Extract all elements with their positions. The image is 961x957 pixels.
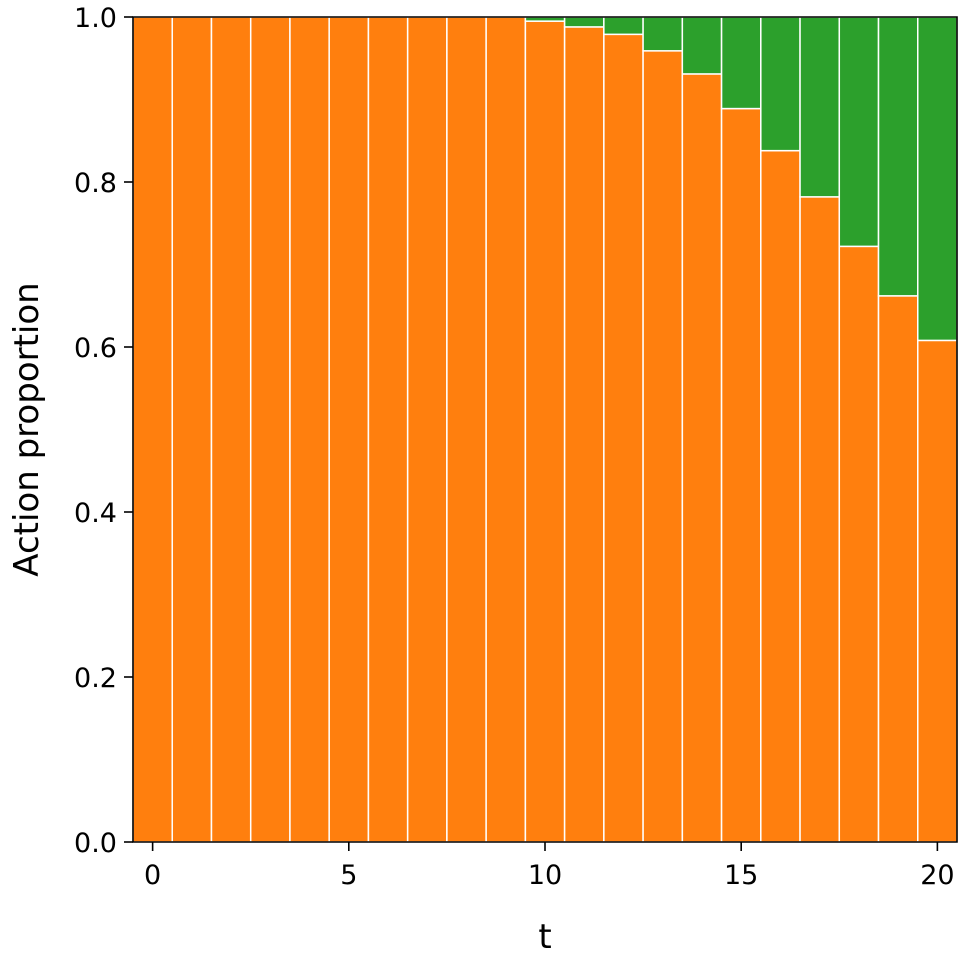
bar-series-1-t-17 <box>799 16 841 198</box>
x-tick-label: 15 <box>724 860 758 891</box>
bar-series-0-t-8 <box>446 16 487 843</box>
bar-series-1-t-20 <box>917 16 958 342</box>
y-tick-label: 0.8 <box>74 168 117 199</box>
bar-series-0-t-16 <box>760 149 801 843</box>
axes-group <box>132 16 958 843</box>
bar-series-1-t-13 <box>642 16 684 52</box>
bar-series-0-t-11 <box>563 26 605 843</box>
bar-series-0-t-12 <box>603 33 644 843</box>
bar-series-0-t-20 <box>917 339 958 843</box>
bar-series-1-t-16 <box>760 16 801 152</box>
bar-series-0-t-0 <box>132 16 173 843</box>
bar-series-0-t-9 <box>485 16 527 843</box>
x-tick-label: 0 <box>144 860 161 891</box>
bar-series-0-t-2 <box>210 16 252 843</box>
x-tick-label: 20 <box>920 860 954 891</box>
bar-series-0-t-5 <box>328 16 370 843</box>
bar-series-0-t-6 <box>367 16 409 843</box>
bar-series-0-t-3 <box>249 16 291 843</box>
bar-series-1-t-15 <box>720 16 762 110</box>
bar-series-0-t-4 <box>289 16 330 843</box>
y-tick-label: 0.6 <box>74 333 117 364</box>
y-tick-label: 0.0 <box>74 828 117 859</box>
bar-series-0-t-13 <box>642 50 684 843</box>
bar-series-0-t-7 <box>406 16 448 843</box>
bar-series-0-t-18 <box>838 245 880 843</box>
x-axis-label: t <box>538 917 551 957</box>
y-tick-label: 0.4 <box>74 498 117 529</box>
y-tick-label: 0.2 <box>74 663 117 694</box>
x-tick-label: 10 <box>528 860 562 891</box>
bars-group <box>132 16 958 843</box>
bar-series-0-t-10 <box>524 20 566 843</box>
bar-series-1-t-19 <box>877 16 919 297</box>
plot-frame <box>132 16 958 843</box>
bar-series-1-t-11 <box>563 16 605 28</box>
x-tick-label: 5 <box>340 860 357 891</box>
y-ticks-group: 0.0 0.2 0.4 0.6 0.8 1.0 <box>74 3 133 859</box>
y-tick-label: 1.0 <box>74 3 117 34</box>
x-ticks-group: 0 5 10 15 20 <box>144 842 955 891</box>
bar-series-0-t-19 <box>877 295 919 843</box>
bar-series-1-t-12 <box>603 16 644 36</box>
bar-series-0-t-15 <box>720 107 762 843</box>
bar-series-1-t-18 <box>838 16 880 248</box>
bar-series-1-t-14 <box>681 16 723 75</box>
y-axis-label: Action proportion <box>7 282 47 576</box>
bar-series-0-t-14 <box>681 73 723 843</box>
bar-series-0-t-1 <box>171 16 213 843</box>
bar-series-0-t-17 <box>799 196 841 843</box>
